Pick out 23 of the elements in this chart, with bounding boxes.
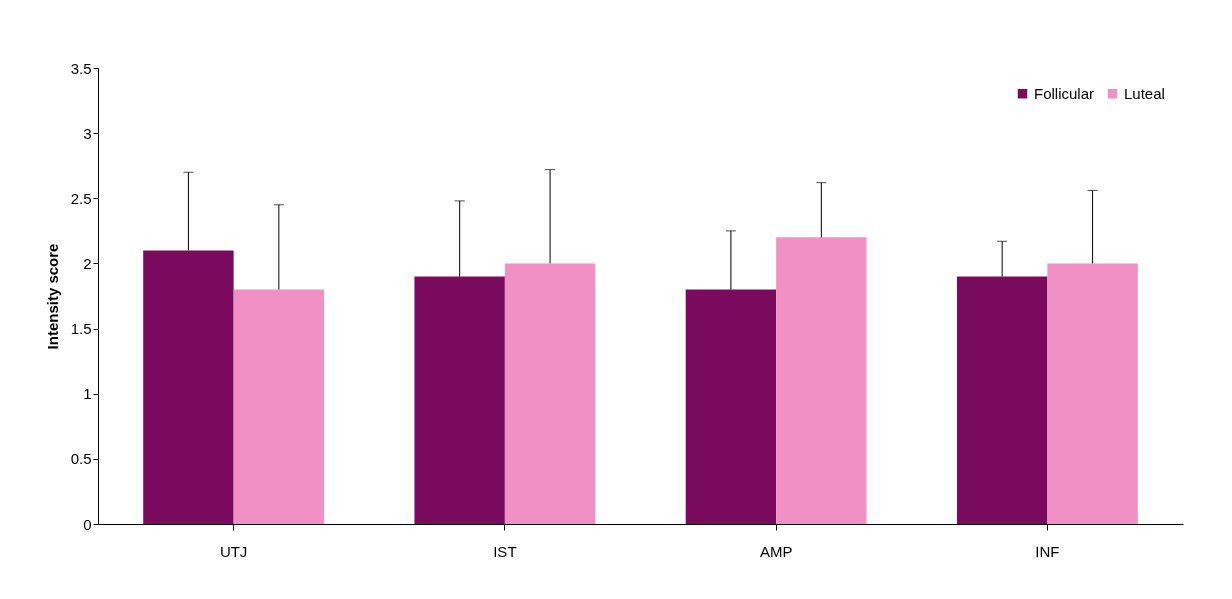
y-axis-title: Intensity score: [43, 243, 61, 350]
y-tick-label: 1.5: [70, 320, 92, 338]
x-tick-label: INF: [1035, 542, 1060, 560]
y-tick-label: 3.5: [70, 59, 92, 77]
legend-label: Luteal: [1124, 84, 1165, 102]
y-tick-label: 2: [83, 254, 92, 272]
bar: [956, 276, 1048, 524]
bar: [143, 250, 234, 524]
y-tick-label: 0: [83, 515, 92, 533]
bar: [1047, 263, 1138, 524]
x-tick-label: AMP: [759, 542, 793, 560]
bar: [233, 289, 325, 524]
legend-label: Follicular: [1034, 84, 1095, 102]
y-tick-label: 2.5: [70, 189, 92, 207]
x-tick-label: UTJ: [219, 542, 248, 560]
y-tick-label: 1: [83, 385, 92, 403]
bar: [414, 276, 505, 524]
y-tick-label: 3: [83, 124, 92, 142]
x-tick-label: IST: [493, 542, 517, 560]
bar: [504, 263, 596, 524]
y-tick-label: 0.5: [70, 450, 92, 468]
bar: [776, 237, 867, 524]
bar: [685, 289, 777, 524]
